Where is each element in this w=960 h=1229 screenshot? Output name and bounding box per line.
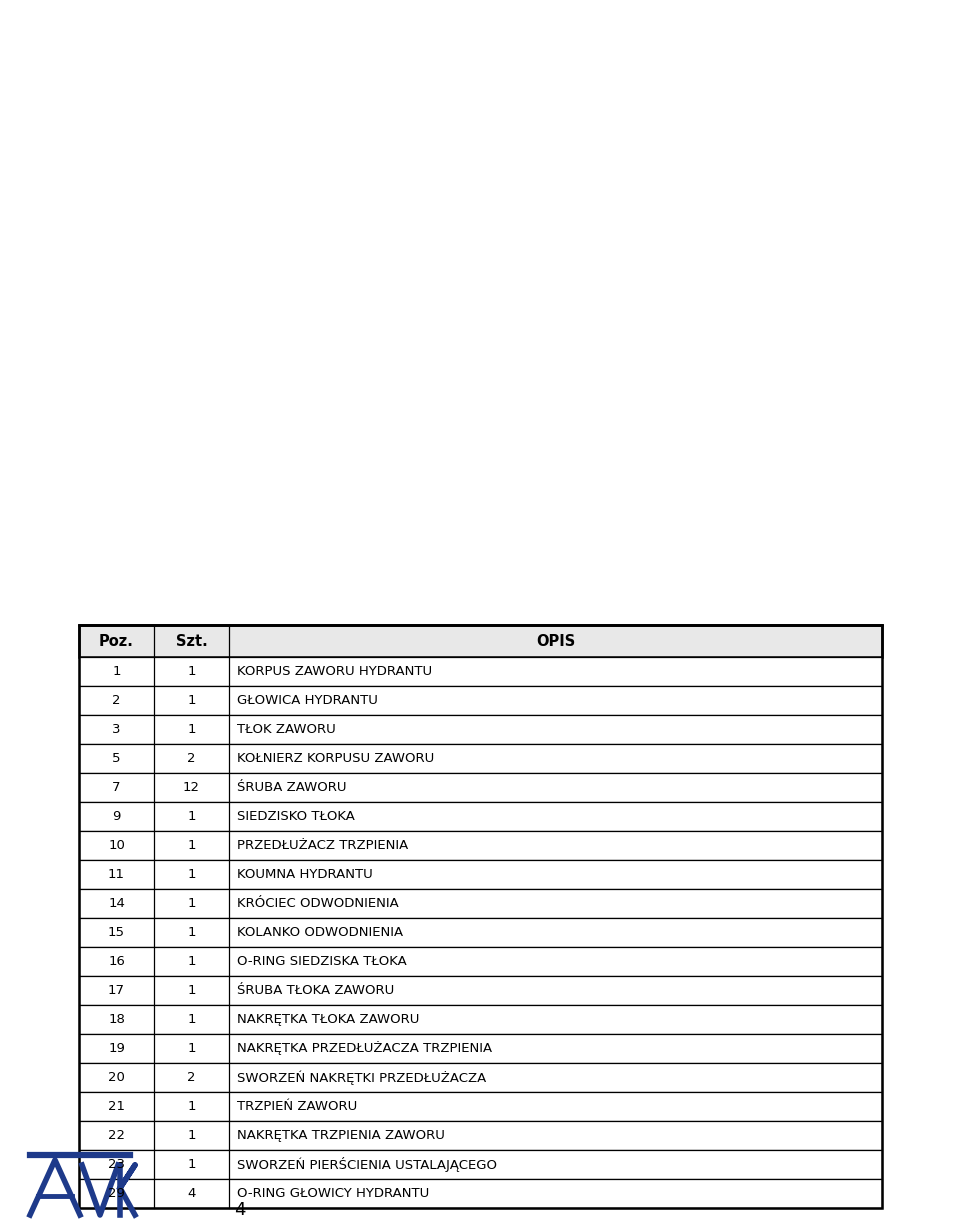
Text: 1: 1 [187,810,196,823]
Text: NAKRĘTKA TŁOKA ZAWORU: NAKRĘTKA TŁOKA ZAWORU [237,1013,420,1026]
Text: 1: 1 [187,1013,196,1026]
Text: ŚRUBA TŁOKA ZAWORU: ŚRUBA TŁOKA ZAWORU [237,984,395,997]
Bar [79,626,882,658]
Text: 5: 5 [112,752,121,764]
Text: 12: 12 [183,780,200,794]
Text: 10: 10 [108,839,125,852]
Text: 19: 19 [108,1042,125,1054]
Bar [79,918,882,948]
Bar [79,1005,882,1034]
Text: 1: 1 [187,1129,196,1142]
Text: SWORZEŃ PIERŚCIENIA USTALAJĄCEGO: SWORZEŃ PIERŚCIENIA USTALAJĄCEGO [237,1156,497,1172]
Bar [79,948,882,976]
Bar [79,976,882,1005]
Text: 20: 20 [108,1070,125,1084]
Bar [79,744,882,773]
Text: PRZEDŁUŻACZ TRZPIENIA: PRZEDŁUŻACZ TRZPIENIA [237,839,408,852]
Text: SIEDZISKO TŁOKA: SIEDZISKO TŁOKA [237,810,355,823]
Text: 3: 3 [112,723,121,736]
Text: 1: 1 [187,925,196,939]
Text: 1: 1 [187,1158,196,1171]
Text: NAKRĘTKA TRZPIENIA ZAWORU: NAKRĘTKA TRZPIENIA ZAWORU [237,1129,444,1142]
Bar [79,803,882,831]
Text: O-RING GŁOWICY HYDRANTU: O-RING GŁOWICY HYDRANTU [237,1187,429,1200]
Text: 1: 1 [187,955,196,968]
Text: 4: 4 [187,1187,196,1200]
Text: 22: 22 [108,1129,125,1142]
Text: 29: 29 [108,1187,125,1200]
Text: TŁOK ZAWORU: TŁOK ZAWORU [237,723,336,736]
Bar [79,686,882,715]
Text: Poz.: Poz. [99,633,134,649]
Text: GŁOWICA HYDRANTU: GŁOWICA HYDRANTU [237,694,378,707]
Text: 1: 1 [112,665,121,678]
Text: 11: 11 [108,868,125,881]
Text: 9: 9 [112,810,121,823]
Text: KOLANKO ODWODNIENIA: KOLANKO ODWODNIENIA [237,925,403,939]
Text: ŚRUBA ZAWORU: ŚRUBA ZAWORU [237,780,347,794]
Text: 16: 16 [108,955,125,968]
Text: 1: 1 [187,1042,196,1054]
Text: 1: 1 [187,897,196,909]
Text: 1: 1 [187,1100,196,1113]
Text: 23: 23 [108,1158,125,1171]
Bar [79,1034,882,1063]
Text: O-RING SIEDZISKA TŁOKA: O-RING SIEDZISKA TŁOKA [237,955,407,968]
Bar [79,1093,882,1121]
Text: 15: 15 [108,925,125,939]
Bar [79,1063,882,1093]
Text: 2: 2 [187,1070,196,1084]
Text: SWORZEŃ NAKRĘTKI PRZEDŁUŻACZA: SWORZEŃ NAKRĘTKI PRZEDŁUŻACZA [237,1070,487,1085]
Text: 1: 1 [187,665,196,678]
Text: 1: 1 [187,694,196,707]
Bar [79,773,882,803]
Text: KOŁNIERZ KORPUSU ZAWORU: KOŁNIERZ KORPUSU ZAWORU [237,752,434,764]
Text: 1: 1 [187,723,196,736]
Bar [79,658,882,686]
Bar [79,626,882,1208]
Bar [79,860,882,889]
Text: 7: 7 [112,780,121,794]
Text: 1: 1 [187,868,196,881]
Text: Szt.: Szt. [176,633,207,649]
Bar [79,1179,882,1208]
Text: NAKRĘTKA PRZEDŁUŻACZA TRZPIENIA: NAKRĘTKA PRZEDŁUŻACZA TRZPIENIA [237,1041,492,1056]
Text: 1: 1 [187,984,196,997]
Text: KORPUS ZAWORU HYDRANTU: KORPUS ZAWORU HYDRANTU [237,665,432,678]
Text: 21: 21 [108,1100,125,1113]
Text: 17: 17 [108,984,125,997]
Bar [79,1150,882,1179]
Bar [79,1121,882,1150]
Text: KRÓCIEC ODWODNIENIA: KRÓCIEC ODWODNIENIA [237,897,398,909]
Bar [79,715,882,744]
Bar [79,889,882,918]
Bar [79,831,882,860]
Text: 1: 1 [187,839,196,852]
Text: 2: 2 [187,752,196,764]
Text: 2: 2 [112,694,121,707]
Text: 18: 18 [108,1013,125,1026]
Text: TRZPIEŃ ZAWORU: TRZPIEŃ ZAWORU [237,1100,357,1113]
Text: OPIS: OPIS [536,633,575,649]
Text: 4: 4 [234,1201,246,1219]
Text: KOUMNA HYDRANTU: KOUMNA HYDRANTU [237,868,372,881]
Text: 14: 14 [108,897,125,909]
